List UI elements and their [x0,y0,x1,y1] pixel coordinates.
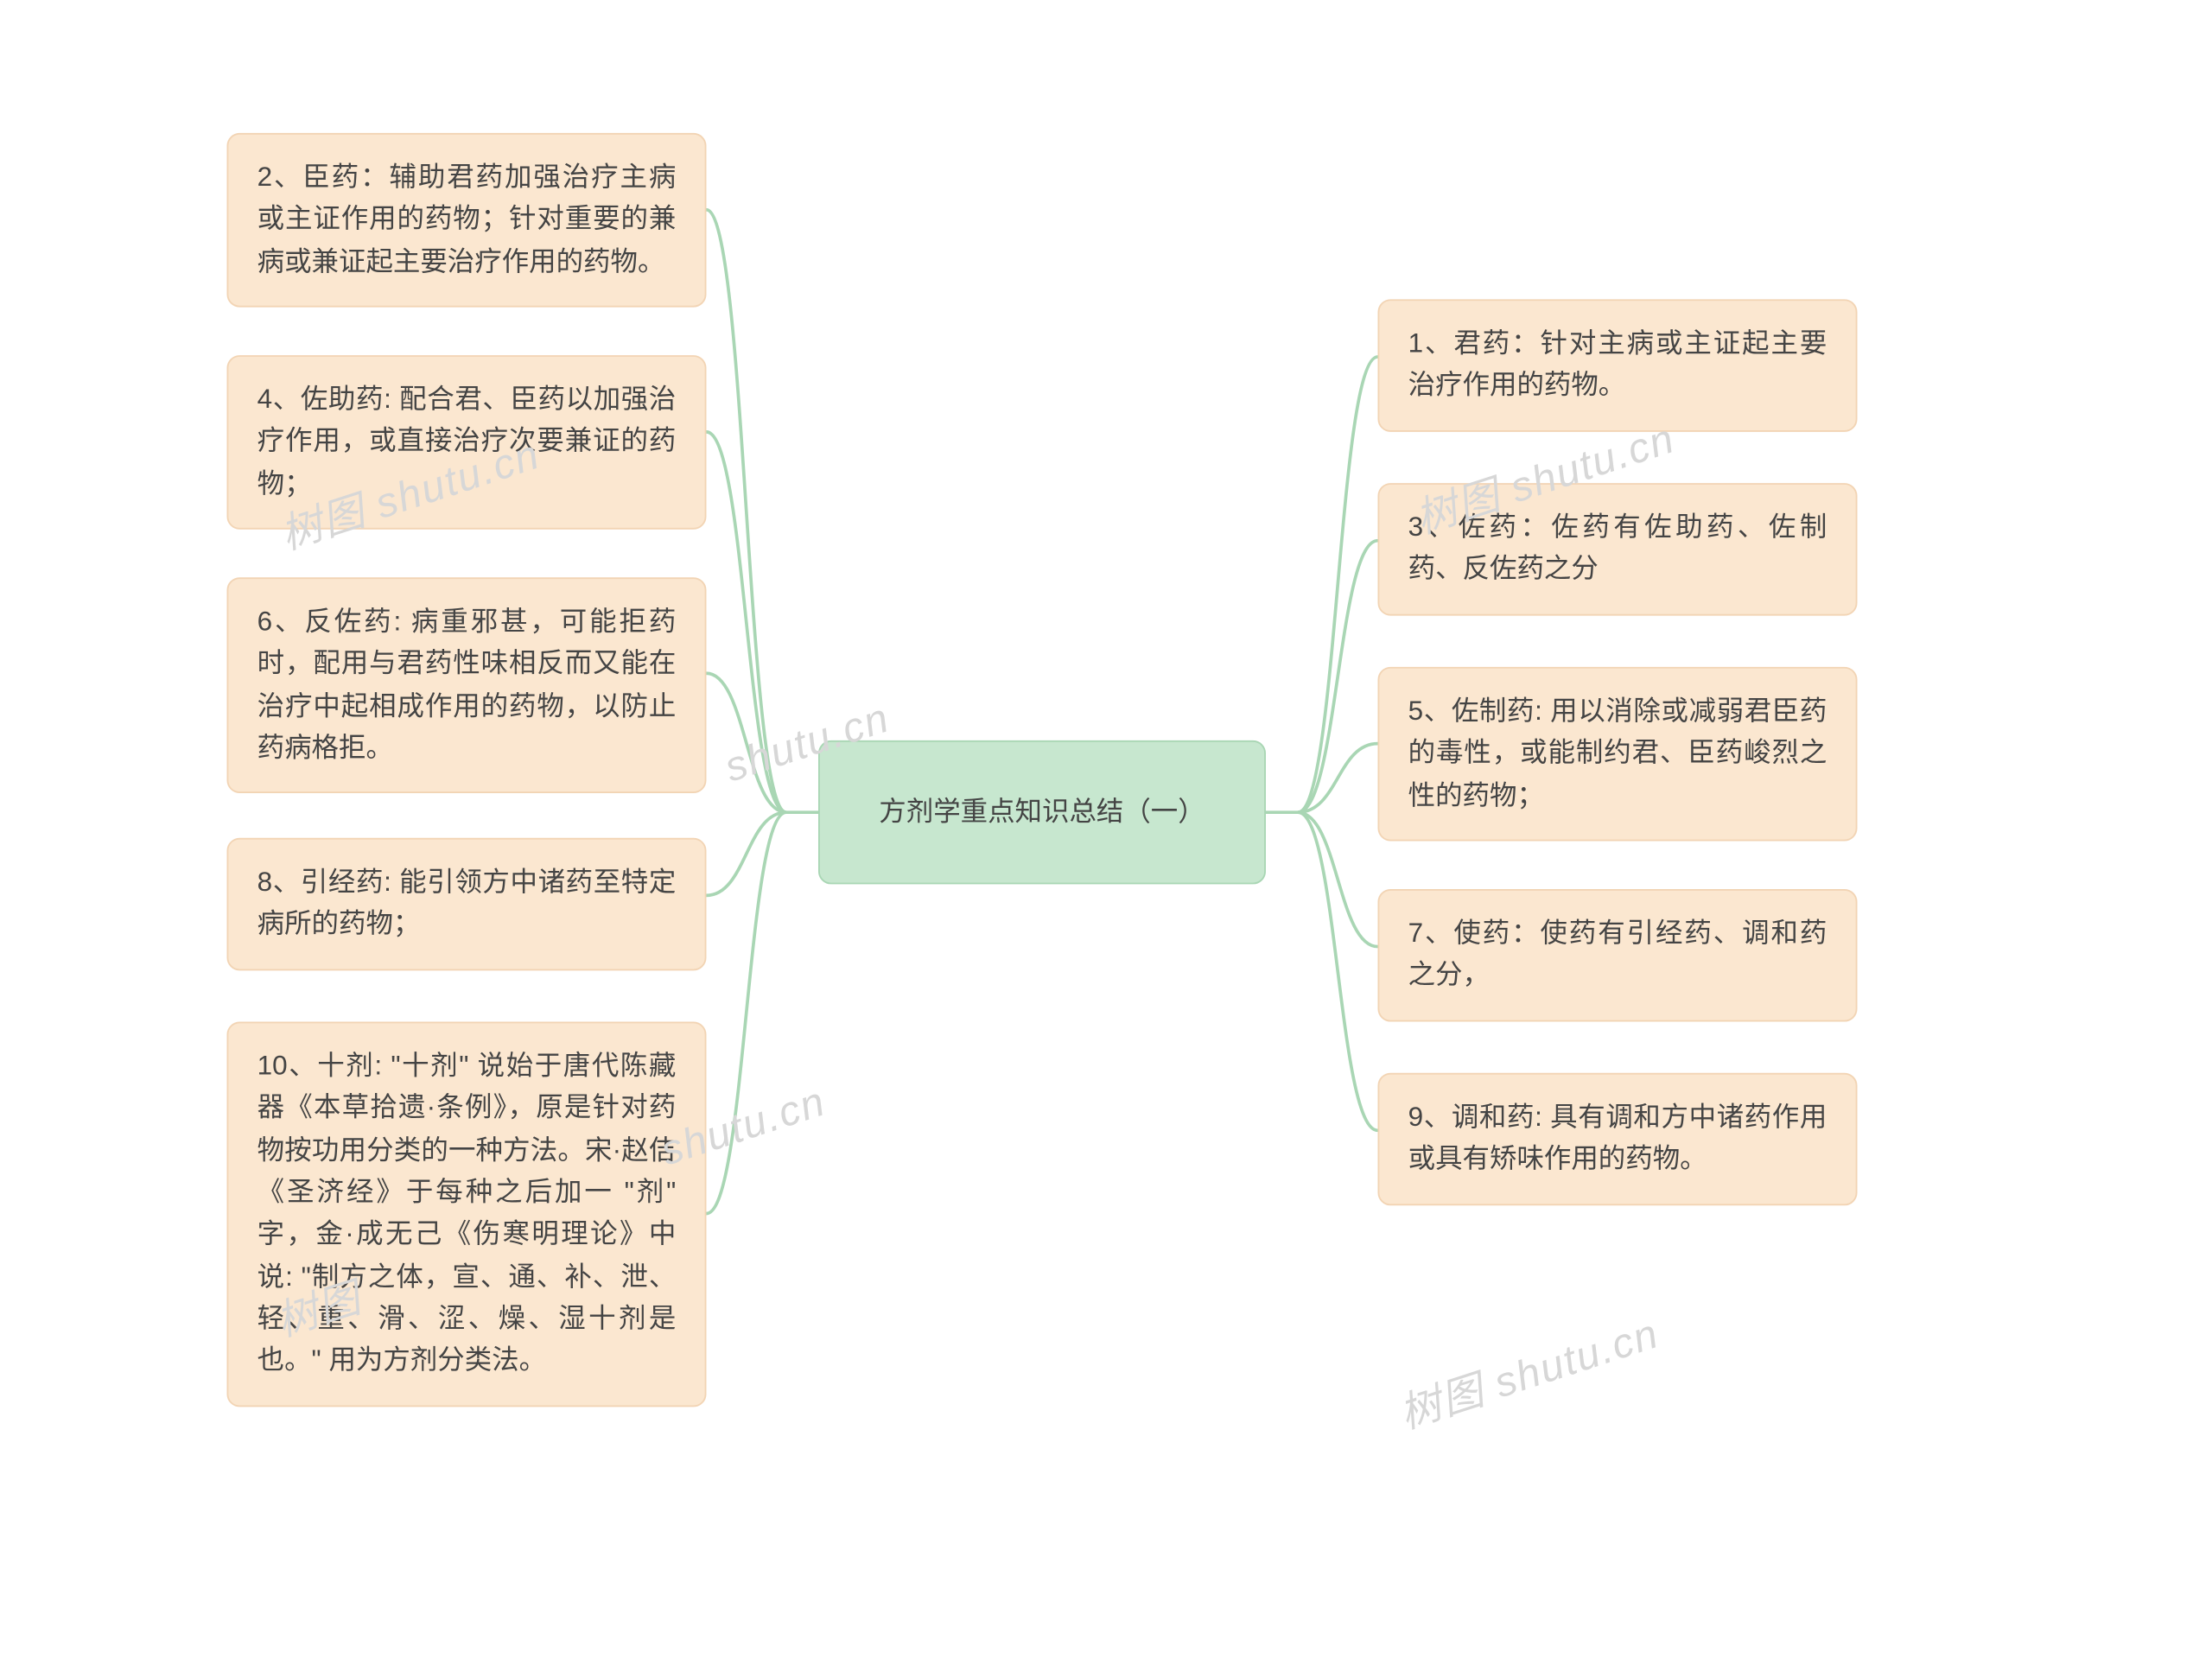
branch-text: 8、引经药: 能引领方中诸药至特定病所的药物； [257,867,677,939]
mindmap-canvas: 方剂学重点知识总结（一） 2、臣药：辅助君药加强治疗主病或主证作用的药物；针对重… [83,63,2129,1609]
branch-node: 3、佐药：佐药有佐助药、佐制药、反佐药之分 [1378,483,1858,615]
watermark: 树图 shutu.cn [1391,1301,1666,1440]
branch-node: 8、引经药: 能引领方中诸药至特定病所的药物； [227,838,707,970]
branch-node: 2、臣药：辅助君药加强治疗主病或主证作用的药物；针对重要的兼病或兼证起主要治疗作… [227,133,707,308]
branch-text: 6、反佐药: 病重邪甚，可能拒药时，配用与君药性味相反而又能在治疗中起相成作用的… [257,607,677,763]
branch-node: 6、反佐药: 病重邪甚，可能拒药时，配用与君药性味相反而又能在治疗中起相成作用的… [227,577,707,793]
branch-text: 7、使药：使药有引经药、调和药之分， [1408,918,1827,990]
branch-text: 3、佐药：佐药有佐助药、佐制药、反佐药之分 [1408,511,1827,584]
center-title: 方剂学重点知识总结（一） [879,791,1205,834]
branch-text: 4、佐助药: 配合君、臣药以加强治疗作用，或直接治疗次要兼证的药物； [257,384,677,499]
branch-text: 10、十剂: "十剂" 说始于唐代陈藏器《本草拾遗·条例》，原是针对药物按功用分… [257,1051,677,1376]
branch-text: 5、佐制药: 用以消除或减弱君臣药的毒性，或能制约君、臣药峻烈之性的药物； [1408,696,1827,810]
branch-text: 2、臣药：辅助君药加强治疗主病或主证作用的药物；针对重要的兼病或兼证起主要治疗作… [257,162,677,276]
branch-text: 1、君药：针对主病或主证起主要治疗作用的药物。 [1408,328,1827,401]
branch-node: 10、十剂: "十剂" 说始于唐代陈藏器《本草拾遗·条例》，原是针对药物按功用分… [227,1022,707,1407]
branch-node: 5、佐制药: 用以消除或减弱君臣药的毒性，或能制约君、臣药峻烈之性的药物； [1378,667,1858,842]
branch-text: 9、调和药: 具有调和方中诸药作用或具有矫味作用的药物。 [1408,1102,1827,1174]
branch-node: 9、调和药: 具有调和方中诸药作用或具有矫味作用的药物。 [1378,1073,1858,1205]
branch-node: 4、佐助药: 配合君、臣药以加强治疗作用，或直接治疗次要兼证的药物； [227,355,707,530]
branch-node: 1、君药：针对主病或主证起主要治疗作用的药物。 [1378,299,1858,431]
branch-node: 7、使药：使药有引经药、调和药之分， [1378,889,1858,1021]
center-node: 方剂学重点知识总结（一） [818,740,1266,885]
